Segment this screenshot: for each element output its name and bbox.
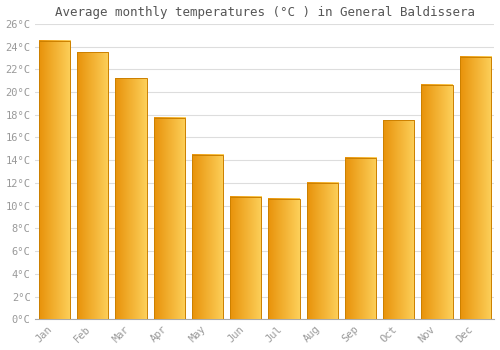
Bar: [345, 158, 376, 319]
Bar: [460, 57, 491, 319]
Bar: [192, 155, 223, 319]
Bar: [230, 197, 262, 319]
Bar: [154, 118, 185, 319]
Bar: [77, 52, 108, 319]
Bar: [268, 199, 300, 319]
Bar: [422, 85, 452, 319]
Bar: [116, 78, 146, 319]
Bar: [306, 183, 338, 319]
Bar: [383, 120, 414, 319]
Bar: [39, 41, 70, 319]
Title: Average monthly temperatures (°C ) in General Baldissera: Average monthly temperatures (°C ) in Ge…: [55, 6, 475, 19]
